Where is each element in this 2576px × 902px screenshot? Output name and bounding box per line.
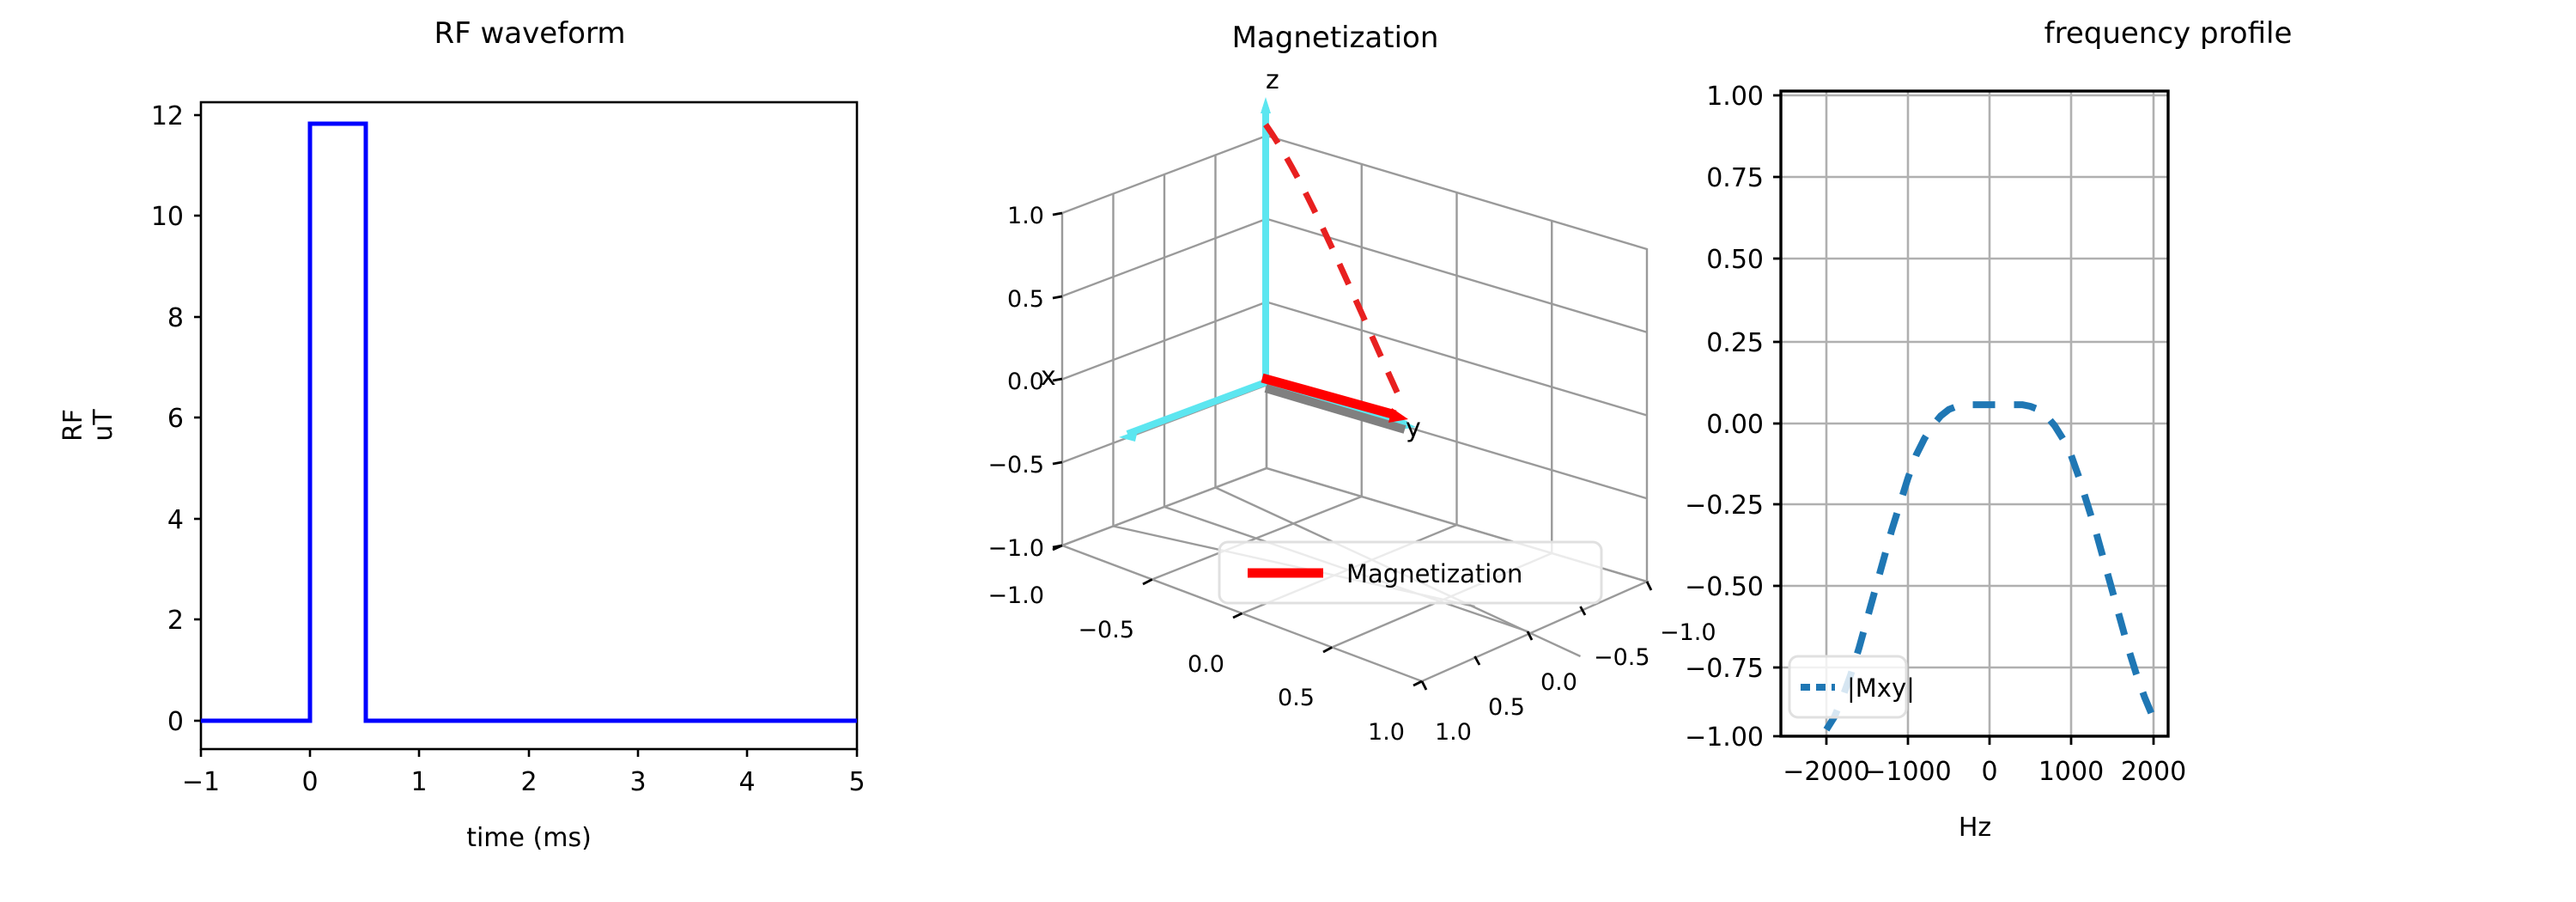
freq-mxy-curve bbox=[1823, 401, 2157, 732]
freq-grid-horizontal bbox=[1781, 94, 2168, 738]
mag-legend-box bbox=[1218, 540, 1603, 605]
panel-magnetization: Magnetization bbox=[876, 0, 1716, 902]
rf-ytick-2: 2 bbox=[167, 606, 184, 636]
rf-yaxis-label-line2: uT bbox=[88, 409, 118, 442]
mag-ytick-1p0: 1.0 bbox=[1435, 719, 1472, 746]
freq-ytick-m1p00: −1.00 bbox=[1685, 722, 1764, 753]
mag-legend-label: Magnetization bbox=[1346, 559, 1522, 588]
mag-xtick-0p5: 0.5 bbox=[1278, 685, 1315, 711]
mag-ytick-0p5: 0.5 bbox=[1488, 694, 1525, 721]
freq-ytick-m0p75: −0.75 bbox=[1685, 654, 1764, 684]
mag-ztick-m0p5: −0.5 bbox=[987, 452, 1044, 478]
mag-y-ticks bbox=[1420, 581, 1653, 691]
mag-ytick-m1p0: −1.0 bbox=[1660, 619, 1716, 646]
freq-x-ticks bbox=[1825, 736, 2155, 745]
mag-magnetization-vector bbox=[1261, 373, 1408, 423]
rf-xtick-3: 3 bbox=[629, 767, 646, 797]
mag-shadow-vector bbox=[1264, 384, 1406, 434]
freq-panel-title: frequency profile bbox=[2044, 16, 2293, 51]
rf-ytick-8: 8 bbox=[167, 303, 184, 333]
freq-xtick-m2000: −2000 bbox=[1783, 757, 1869, 787]
mag-trajectory-arc bbox=[1263, 122, 1406, 407]
mag-grid-left-wall bbox=[1060, 134, 1268, 547]
panel-rf-waveform: RF waveform 0 2 4 6 8 10 12 bbox=[0, 0, 876, 902]
freq-grid-vertical bbox=[1825, 91, 2155, 736]
freq-ytick-m0p25: −0.25 bbox=[1685, 491, 1764, 521]
freq-xtick-1000: 1000 bbox=[2038, 757, 2104, 787]
freq-xtick-m1000: −1000 bbox=[1864, 757, 1951, 787]
rf-panel-title: RF waveform bbox=[434, 16, 626, 51]
mag-axis-x-arrow bbox=[1119, 379, 1267, 442]
mag-axis-z-label: z bbox=[1266, 65, 1279, 95]
rf-ytick-0: 0 bbox=[167, 707, 184, 737]
freq-ytick-0p25: 0.25 bbox=[1706, 328, 1764, 358]
freq-y-ticks bbox=[1773, 94, 1781, 738]
mag-xtick-0p0: 0.0 bbox=[1188, 651, 1224, 678]
freq-xtick-2000: 2000 bbox=[2121, 757, 2186, 787]
rf-xtick-0: 0 bbox=[301, 767, 318, 797]
mag-panel-title: Magnetization bbox=[1232, 21, 1439, 55]
mag-x-ticks bbox=[1052, 544, 1423, 687]
freq-xaxis-label: Hz bbox=[1959, 813, 1991, 843]
freq-ytick-0p50: 0.50 bbox=[1706, 245, 1764, 275]
freq-legend-box bbox=[1788, 655, 1908, 719]
rf-xtick-1: 1 bbox=[410, 767, 427, 797]
mag-grid-right-wall bbox=[1265, 134, 1649, 583]
rf-xtick-5: 5 bbox=[848, 767, 865, 797]
rf-xaxis-label: time (ms) bbox=[466, 823, 592, 853]
mag-xtick-m0p5: −0.5 bbox=[1078, 617, 1134, 643]
mag-xtick-m1p0: −1.0 bbox=[987, 582, 1044, 609]
rf-xtick-2: 2 bbox=[520, 767, 537, 797]
rf-y-ticks bbox=[194, 113, 201, 722]
rf-waveform-line bbox=[201, 121, 857, 723]
mag-axis-y-label: y bbox=[1406, 413, 1421, 443]
mag-ztick-m1p0: −1.0 bbox=[987, 535, 1044, 562]
rf-ytick-4: 4 bbox=[167, 505, 184, 535]
rf-axes-frame bbox=[199, 101, 859, 751]
freq-ytick-1p00: 1.00 bbox=[1706, 82, 1764, 112]
mag-ytick-0p0: 0.0 bbox=[1540, 669, 1577, 696]
freq-ytick-m0p50: −0.50 bbox=[1685, 572, 1764, 602]
mag-ztick-0p5: 0.5 bbox=[1007, 286, 1044, 313]
mag-xtick-1p0: 1.0 bbox=[1368, 719, 1405, 746]
panel-frequency-profile: frequency profile bbox=[1685, 0, 2576, 902]
freq-axes-frame bbox=[1779, 89, 2170, 738]
rf-yaxis-label-line1: RF bbox=[58, 409, 88, 442]
mag-axis-x-label: x bbox=[1041, 362, 1056, 392]
rf-ytick-6: 6 bbox=[167, 404, 184, 434]
rf-ytick-10: 10 bbox=[151, 202, 184, 232]
freq-legend-label: |Mxy| bbox=[1847, 673, 1915, 703]
freq-xtick-0: 0 bbox=[1981, 757, 1997, 787]
mag-ytick-m0p5: −0.5 bbox=[1594, 644, 1650, 671]
mag-legend[interactable]: Magnetization bbox=[1218, 540, 1603, 605]
freq-ytick-0p00: 0.00 bbox=[1706, 410, 1764, 440]
freq-legend[interactable]: |Mxy| bbox=[1788, 655, 1915, 719]
mag-ztick-1p0: 1.0 bbox=[1007, 203, 1044, 229]
rf-xtick-4: 4 bbox=[738, 767, 755, 797]
mag-ztick-0p0: 0.0 bbox=[1007, 369, 1044, 395]
rf-xtick-m1: −1 bbox=[182, 767, 220, 797]
freq-ytick-0p75: 0.75 bbox=[1706, 163, 1764, 193]
rf-ytick-12: 12 bbox=[151, 101, 184, 131]
rf-x-ticks bbox=[199, 749, 859, 757]
mag-axis-z-arrow bbox=[1261, 97, 1271, 382]
